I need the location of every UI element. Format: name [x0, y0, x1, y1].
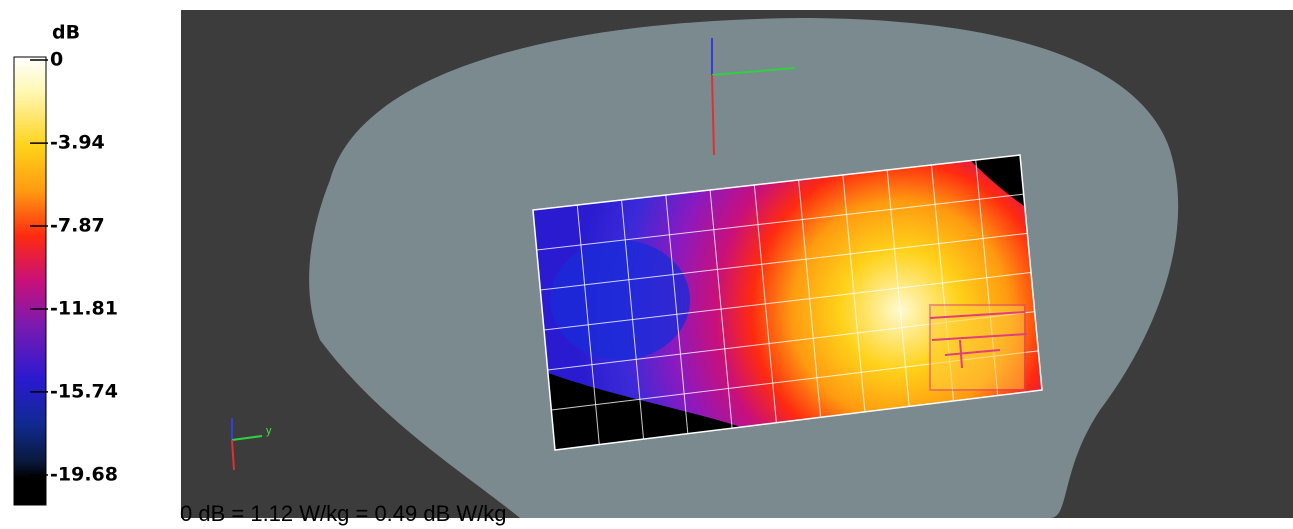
- tick-label: -11.81: [50, 298, 118, 320]
- tick-label: -15.74: [50, 380, 118, 402]
- grid-line: [536, 193, 1024, 251]
- colorbar-ticks: 0 -3.94 -7.87 -11.81 -15.74 -19.68: [30, 49, 118, 486]
- tick-label: 0: [50, 49, 63, 71]
- zoom-region: [929, 304, 1028, 391]
- colorbar: [13, 56, 47, 506]
- grid-line: [540, 232, 1028, 291]
- axes-gizmo: [231, 38, 796, 471]
- grid-line: [543, 272, 1032, 331]
- caption: 0 dB = 1.12 W/kg = 0.49 dB W/kg: [180, 501, 507, 526]
- tick-label: -7.87: [50, 214, 105, 236]
- axis-label: y: [266, 425, 272, 437]
- tick-label: -19.68: [50, 464, 118, 486]
- colorbar-title: dB: [52, 22, 80, 44]
- tick-label: -3.94: [50, 132, 105, 154]
- scan-border: [532, 154, 1043, 451]
